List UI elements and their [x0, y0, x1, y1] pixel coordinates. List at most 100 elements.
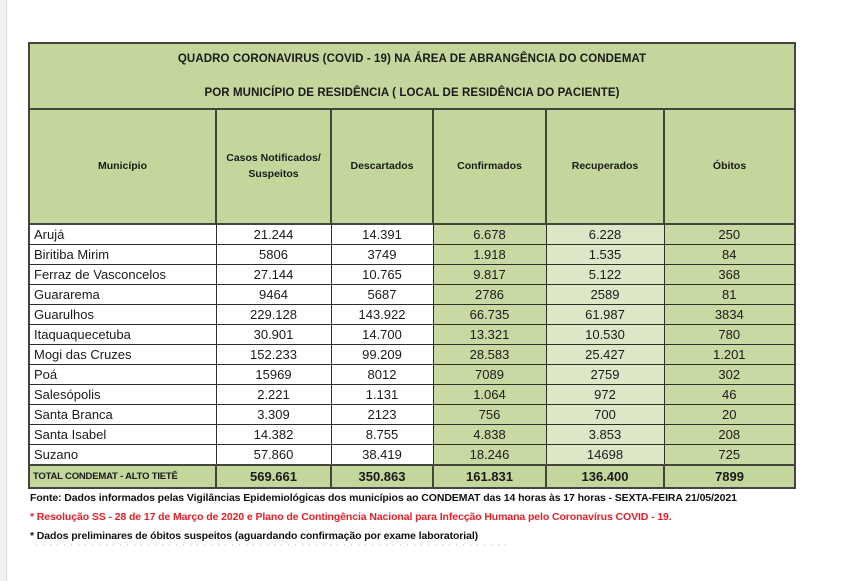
column-header-2: Casos Notificados/ Suspeitos	[215, 108, 332, 225]
value-cell: 46	[663, 384, 796, 405]
value-cell: 1.201	[663, 344, 796, 365]
value-cell: 5.122	[545, 264, 665, 285]
value-cell: 3.853	[545, 424, 665, 445]
value-cell: 14.700	[330, 324, 434, 345]
value-cell: 25.427	[545, 344, 665, 365]
value-cell: 99.209	[330, 344, 434, 365]
table-row: Santa Branca 3.309 2123 756 700 20	[28, 404, 796, 425]
table-title-line1: QUADRO CORONAVIRUS (COVID - 19) NA ÁREA …	[177, 53, 647, 65]
municipio-cell: Biritiba Mirim	[28, 244, 217, 265]
value-cell: 1.064	[432, 384, 547, 405]
value-cell: 3749	[330, 244, 434, 265]
covid-table-sheet: QUADRO CORONAVIRUS (COVID - 19) NA ÁREA …	[27, 42, 797, 549]
value-cell: 15969	[215, 364, 332, 385]
column-header-4: Confirmados	[432, 108, 547, 225]
table-row: Guararema 9464 5687 2786 2589 81	[28, 284, 796, 305]
value-cell: 21.244	[215, 223, 332, 245]
scan-artifact-line	[36, 544, 510, 546]
total-obitos: 7899	[662, 464, 797, 489]
municipio-cell: Santa Branca	[28, 404, 217, 425]
municipio-cell: Poá	[28, 364, 217, 385]
value-cell: 9.817	[432, 264, 547, 285]
total-casos-notificados: 569.661	[215, 464, 332, 489]
municipio-cell: Guararema	[28, 284, 217, 305]
value-cell: 725	[663, 444, 796, 466]
column-header-row: Município Casos Notificados/ Suspeitos Des…	[28, 108, 797, 225]
value-cell: 250	[663, 223, 796, 245]
municipio-cell: Salesópolis	[28, 384, 217, 405]
value-cell: 780	[663, 324, 796, 345]
value-cell: 5687	[330, 284, 434, 305]
municipio-cell: Itaquaquecetuba	[28, 324, 217, 345]
table-row: Guarulhos 229.128 143.922 66.735 61.987 3834	[28, 304, 796, 325]
value-cell: 14.382	[215, 424, 332, 445]
covid-table: QUADRO CORONAVIRUS (COVID - 19) NA ÁREA …	[27, 42, 797, 489]
municipio-cell: Guarulhos	[28, 304, 217, 325]
table-row: Mogi das Cruzes 152.233 99.209 28.583 25.427…	[28, 344, 796, 365]
table-row: Arujá 21.244 14.391 6.678 6.228 250	[28, 223, 796, 245]
footnote-dados-preliminares: * Dados preliminares de óbitos suspeitos…	[30, 530, 479, 542]
value-cell: 14.391	[330, 223, 434, 245]
municipio-cell: Arujá	[28, 223, 217, 245]
table-title-line2: POR MUNICÍPIO DE RESIDÊNCIA ( LOCAL DE R…	[204, 87, 620, 99]
value-cell: 8.755	[330, 424, 434, 445]
column-header-3: Descartados	[330, 108, 434, 225]
value-cell: 2589	[545, 284, 665, 305]
footnote-fonte: Fonte: Dados informados pelas Vigilância…	[30, 492, 737, 504]
total-label: TOTAL CONDEMAT - ALTO TIETÊ	[28, 464, 217, 489]
value-cell: 38.419	[330, 444, 434, 466]
value-cell: 756	[432, 404, 547, 425]
total-confirmados: 161.831	[432, 464, 547, 489]
value-cell: 30.901	[215, 324, 332, 345]
table-row: Itaquaquecetuba 30.901 14.700 13.321 10.530 7…	[28, 324, 796, 345]
municipio-cell: Suzano	[28, 444, 217, 466]
value-cell: 1.535	[545, 244, 665, 265]
value-cell: 700	[545, 404, 665, 425]
value-cell: 4.838	[432, 424, 547, 445]
title-row: QUADRO CORONAVIRUS (COVID - 19) NA ÁREA …	[27, 42, 797, 110]
value-cell: 6.228	[545, 223, 665, 245]
footnotes: Fonte: Dados informados pelas Vigilância…	[30, 492, 794, 542]
column-header-5: Recuperados	[545, 108, 665, 225]
total-recuperados: 136.400	[545, 464, 665, 489]
value-cell: 66.735	[432, 304, 547, 325]
value-cell: 1.131	[330, 384, 434, 405]
municipio-cell: Mogi das Cruzes	[28, 344, 217, 365]
value-cell: 2759	[545, 364, 665, 385]
total-descartados: 350.863	[330, 464, 434, 489]
value-cell: 143.922	[330, 304, 434, 325]
value-cell: 2.221	[215, 384, 332, 405]
total-row: TOTAL CONDEMAT - ALTO TIETÊ 569.661 350.…	[28, 464, 797, 489]
municipio-cell: Ferraz de Vasconcelos	[28, 264, 217, 285]
value-cell: 13.321	[432, 324, 547, 345]
value-cell: 3834	[663, 304, 796, 325]
value-cell: 6.678	[432, 223, 547, 245]
table-row: Poá 15969 8012 7089 2759 302	[28, 364, 796, 385]
value-cell: 2123	[330, 404, 434, 425]
table-title: QUADRO CORONAVIRUS (COVID - 19) NA ÁREA …	[27, 42, 797, 110]
value-cell: 1.918	[432, 244, 547, 265]
value-cell: 28.583	[432, 344, 547, 365]
value-cell: 972	[545, 384, 665, 405]
value-cell: 81	[663, 284, 796, 305]
column-header-6: Óbitos	[662, 108, 797, 225]
table-row: Salesópolis 2.221 1.131 1.064 972 46	[28, 384, 796, 405]
table-row: Suzano 57.860 38.419 18.246 14698 725	[28, 444, 796, 466]
value-cell: 27.144	[215, 264, 332, 285]
value-cell: 10.765	[330, 264, 434, 285]
column-header-1: Município	[28, 108, 217, 225]
table-row: Ferraz de Vasconcelos 27.144 10.765 9.817 5.…	[28, 264, 796, 285]
value-cell: 9464	[215, 284, 332, 305]
table-row: Biritiba Mirim 5806 3749 1.918 1.535 84	[28, 244, 796, 265]
value-cell: 18.246	[432, 444, 547, 466]
value-cell: 368	[663, 264, 796, 285]
value-cell: 20	[663, 404, 796, 425]
value-cell: 208	[663, 424, 796, 445]
value-cell: 7089	[432, 364, 547, 385]
table-row: Santa Isabel 14.382 8.755 4.838 3.853 208	[28, 424, 796, 445]
value-cell: 84	[663, 244, 796, 265]
value-cell: 8012	[330, 364, 434, 385]
value-cell: 61.987	[545, 304, 665, 325]
value-cell: 152.233	[215, 344, 332, 365]
